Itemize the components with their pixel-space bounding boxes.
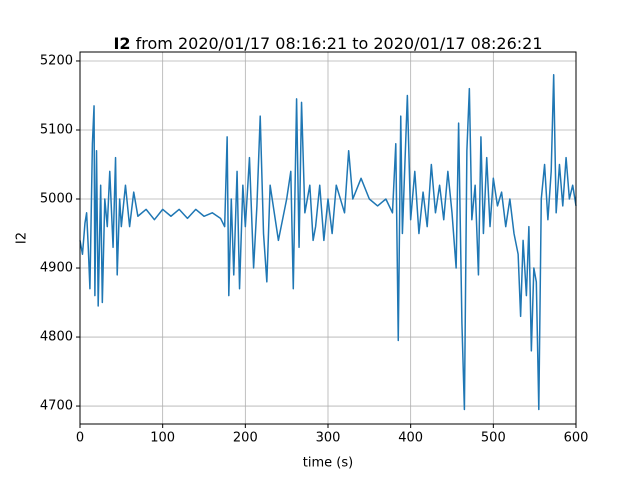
y-tick-label: 5000 [40,192,73,207]
y-axis-label: I2 [15,232,30,244]
x-axis-label: time (s) [303,456,353,471]
y-tick-label: 5100 [40,122,73,137]
y-tick-label: 5200 [40,53,73,68]
x-tick-label: 300 [316,431,341,446]
y-tick-label: 4800 [40,330,73,345]
x-tick-label: 0 [76,431,84,446]
title-rest: from 2020/01/17 08:16:21 to 2020/01/17 0… [136,34,543,53]
x-tick-label: 600 [564,431,589,446]
plot-frame [79,51,577,425]
x-tick-label: 200 [233,431,258,446]
y-tick-label: 4900 [40,261,73,276]
x-tick-label: 400 [398,431,423,446]
x-tick-label: 500 [481,431,506,446]
data-line [79,74,577,411]
x-tick-label: 100 [150,431,175,446]
title-variable: I2 [113,34,130,53]
y-tick-label: 4700 [40,399,73,414]
chart-title: I2 from 2020/01/17 08:16:21 to 2020/01/1… [113,34,542,53]
